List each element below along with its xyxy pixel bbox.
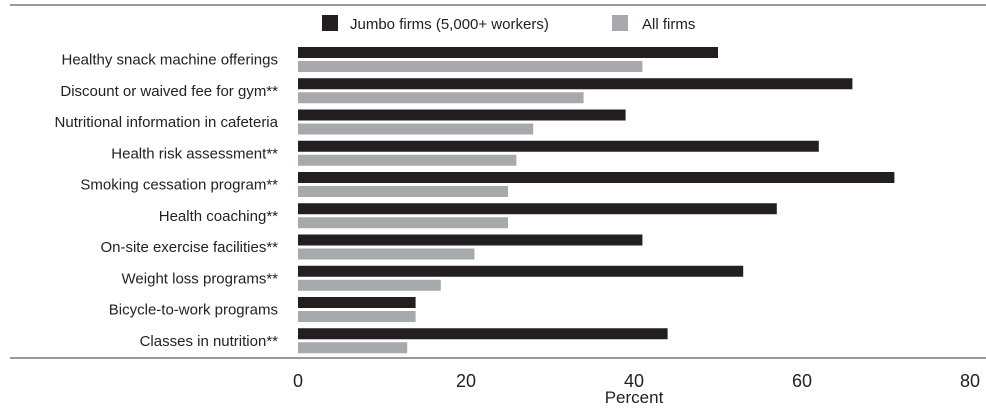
x-tick-label: 60: [792, 371, 812, 391]
legend: Jumbo firms (5,000+ workers) All firms: [322, 15, 695, 33]
bar-all-firms: [298, 61, 643, 72]
category-label: Nutritional information in cafeteria: [55, 114, 279, 131]
bar-all-firms: [298, 248, 475, 260]
category-label: Bicycle-to-work programs: [109, 302, 278, 319]
category-label: Health risk assessment**: [111, 145, 278, 162]
bar-jumbo-firms: [298, 265, 744, 277]
category-label: Smoking cessation program**: [80, 177, 278, 194]
bar-jumbo-firms: [298, 203, 777, 215]
bar-all-firms: [298, 186, 508, 197]
bar-all-firms: [298, 342, 408, 354]
bar-jumbo-firms: [298, 297, 416, 308]
bar-all-firms: [298, 311, 416, 322]
legend-swatch-0: [322, 15, 338, 31]
bar-jumbo-firms: [298, 47, 718, 58]
bar-jumbo-firms: [298, 140, 819, 152]
x-tick-label: 20: [456, 371, 476, 391]
legend-swatch-1: [612, 15, 628, 31]
x-tick-label: 0: [293, 371, 303, 391]
x-tick-label: 40: [624, 371, 644, 391]
legend-label-0: Jumbo firms (5,000+ workers): [350, 16, 549, 33]
bar-all-firms: [298, 279, 441, 291]
category-label: On-site exercise facilities**: [100, 239, 278, 256]
bar-jumbo-firms: [298, 109, 626, 121]
bar-all-firms: [298, 217, 508, 229]
bar-all-firms: [298, 92, 584, 104]
category-labels: Healthy snack machine offerings Discount …: [55, 52, 279, 350]
category-label: Healthy snack machine offerings: [61, 52, 278, 69]
category-label: Weight loss programs**: [122, 270, 279, 287]
bars: [298, 47, 895, 354]
bar-all-firms: [298, 154, 517, 166]
category-label: Discount or waived fee for gym**: [60, 83, 278, 100]
bar-jumbo-firms: [298, 172, 895, 183]
bar-all-firms: [298, 123, 534, 135]
x-axis-ticks: 0 20 40 60 80: [293, 371, 980, 391]
category-label: Health coaching**: [159, 208, 278, 225]
x-tick-label: 80: [960, 371, 980, 391]
legend-label-1: All firms: [642, 16, 695, 33]
category-label: Classes in nutrition**: [140, 333, 279, 350]
bar-jumbo-firms: [298, 328, 668, 340]
x-axis-title: Percent: [605, 388, 664, 407]
bar-jumbo-firms: [298, 234, 643, 246]
bar-jumbo-firms: [298, 78, 853, 90]
